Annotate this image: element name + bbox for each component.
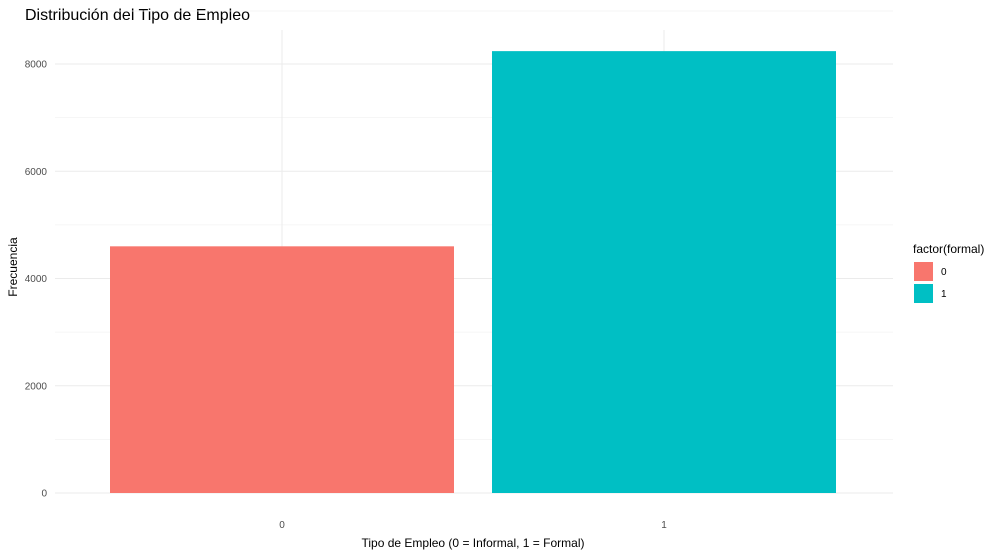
y-tick-label: 0 [41,489,47,500]
x-axis-title: Tipo de Empleo (0 = Informal, 1 = Formal… [362,536,585,550]
bars [110,51,836,493]
bar-0 [110,246,454,493]
legend-key-0 [914,262,933,281]
legend-key-1 [914,284,933,303]
legend-label-1: 1 [941,289,947,300]
legend: factor(formal) 0 1 [913,242,984,303]
bar-1 [492,51,836,493]
y-tick-label: 8000 [25,60,48,71]
y-axis-title: Frecuencia [6,237,20,297]
y-axis-ticks: 0 2000 4000 6000 8000 [25,60,48,500]
legend-label-0: 0 [941,267,947,278]
chart-title: Distribución del Tipo de Empleo [25,7,250,24]
y-tick-label: 6000 [25,167,48,178]
y-tick-label: 4000 [25,274,48,285]
y-tick-label: 2000 [25,381,48,392]
x-tick-label: 1 [661,520,667,531]
x-tick-label: 0 [279,520,285,531]
legend-title: factor(formal) [913,242,984,256]
